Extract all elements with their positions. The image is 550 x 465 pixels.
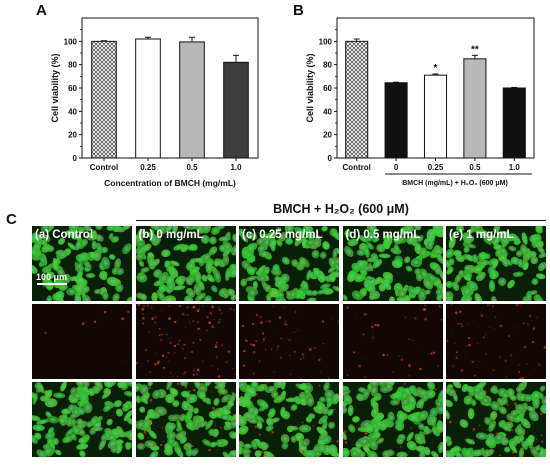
y-tick-label: 40: [323, 107, 332, 116]
significance-marker: **: [471, 44, 479, 55]
panel-letter-c: C: [6, 211, 17, 228]
y-tick-label: 60: [323, 84, 332, 93]
micrograph-live-channel: (b) 0 mg/mL: [135, 226, 236, 301]
y-tick-label: 80: [323, 61, 332, 70]
micrograph-header: BMCH + H₂O₂ (600 μM): [273, 202, 409, 216]
bar: [91, 40, 117, 159]
bar: [345, 40, 369, 159]
chart-a: 0 20 40 60 80 100 Cell viability (%) Control 0.2…: [50, 17, 259, 188]
bar: [423, 74, 448, 159]
y-tick-label: 20: [68, 131, 77, 140]
bar: [463, 58, 487, 159]
chart-b: 0 20 40 60 80 100 Cell viability (%) Control 0 0.…: [305, 17, 535, 187]
micrograph-label: (b) 0 mg/mL: [138, 229, 204, 241]
micrograph-dead-channel: [239, 304, 339, 379]
y-tick-label: 80: [68, 61, 77, 70]
bar: [179, 41, 205, 159]
panel-letter-b: B: [293, 2, 304, 19]
micrograph-live-channel: (c) 0.25 mg/mL: [239, 226, 339, 301]
micrograph-live-channel: (e) 1 mg/mL: [446, 226, 546, 301]
bar: [502, 87, 526, 159]
scale-bar: [37, 283, 67, 285]
y-tick-label: 0: [73, 154, 78, 163]
x-tick-label: 1.0: [230, 163, 242, 172]
y-axis-label: Cell viability (%): [50, 53, 60, 122]
bar: [384, 82, 408, 159]
y-axis-label: Cell viability (%): [305, 53, 315, 122]
x-tick-label: Control: [90, 163, 118, 172]
y-tick-label: 100: [64, 37, 78, 46]
micrograph-merged-channel: [446, 382, 546, 457]
micrograph-live-channel: (a) Control 100 μm: [32, 226, 132, 301]
x-tick-label: 0: [394, 163, 399, 172]
x-tick-label: Control: [342, 163, 370, 172]
x-tick-label: 0.5: [186, 163, 198, 172]
y-tick-label: 100: [319, 37, 333, 46]
micrograph-merged-channel: [239, 382, 339, 457]
significance-marker: *: [434, 63, 438, 74]
micrograph-header-line: [136, 220, 546, 221]
y-tick-label: 60: [68, 84, 77, 93]
bar: [223, 61, 249, 159]
y-tick-label: 20: [323, 131, 332, 140]
micrograph-merged-channel: [342, 382, 443, 457]
micrograph-dead-channel: [446, 304, 546, 379]
bar: [135, 38, 161, 159]
panel-letter-a: A: [36, 2, 47, 19]
micrograph-dead-channel: [32, 304, 132, 379]
micrograph-dead-channel: [342, 304, 443, 379]
x-axis-label: BMCH (mg/mL) + H₂O₂ (600 μM): [402, 180, 508, 187]
micrograph-live-channel: (d) 0.5 mg/mL: [342, 226, 443, 301]
x-tick-label: 0.5: [469, 163, 481, 172]
x-tick-label: 0.25: [140, 163, 156, 172]
micrograph-merged-channel: [135, 382, 236, 457]
x-axis-label: Concentration of BMCH (mg/mL): [104, 178, 236, 188]
micrograph-label: (d) 0.5 mg/mL: [345, 229, 421, 241]
micrograph-merged-channel: [32, 382, 132, 457]
micrograph-label: (a) Control: [35, 229, 94, 241]
micrograph-label: (e) 1 mg/mL: [449, 229, 514, 241]
y-tick-label: 40: [68, 107, 77, 116]
x-tick-label: 0.25: [428, 163, 444, 172]
x-tick-label: 1.0: [509, 163, 521, 172]
micrograph-dead-channel: [135, 304, 236, 379]
y-tick-label: 0: [328, 154, 333, 163]
micrograph-label: (c) 0.25 mg/mL: [242, 229, 323, 241]
scale-bar-label: 100 μm: [36, 272, 68, 282]
